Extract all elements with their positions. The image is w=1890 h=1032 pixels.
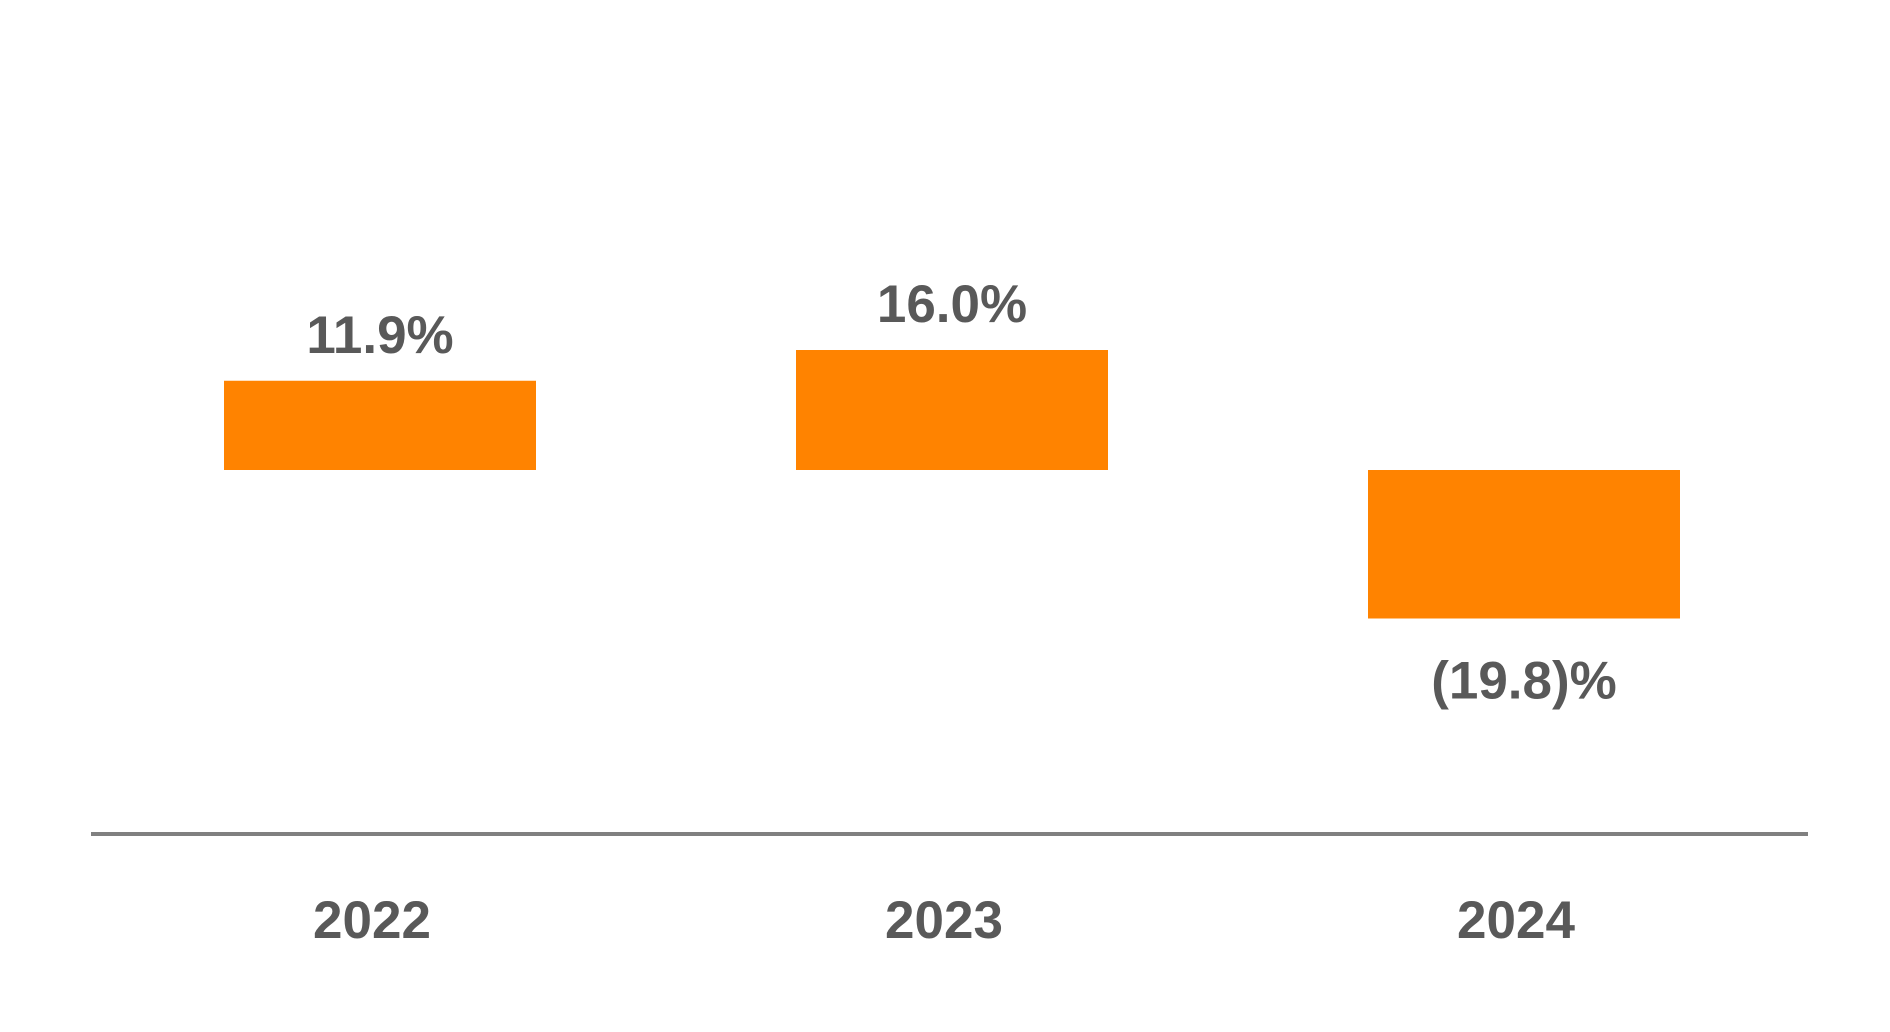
- data-label-2024: (19.8)%: [1431, 652, 1617, 711]
- data-label-2023: 16.0%: [877, 275, 1027, 334]
- x-tick-label-2024: 2024: [1457, 891, 1575, 950]
- x-tick-labels-group: 2022 2023 2024: [313, 891, 1575, 950]
- x-tick-label-2023: 2023: [885, 891, 1003, 950]
- bar-2022: [224, 380, 536, 470]
- bar-2024: [1368, 470, 1680, 619]
- x-tick-label-2022: 2022: [313, 891, 431, 950]
- bar-2023: [796, 350, 1108, 470]
- data-label-2022: 11.9%: [306, 306, 453, 365]
- bars-group: [224, 350, 1680, 619]
- data-labels-group: 11.9% 16.0% (19.8)%: [306, 275, 1616, 711]
